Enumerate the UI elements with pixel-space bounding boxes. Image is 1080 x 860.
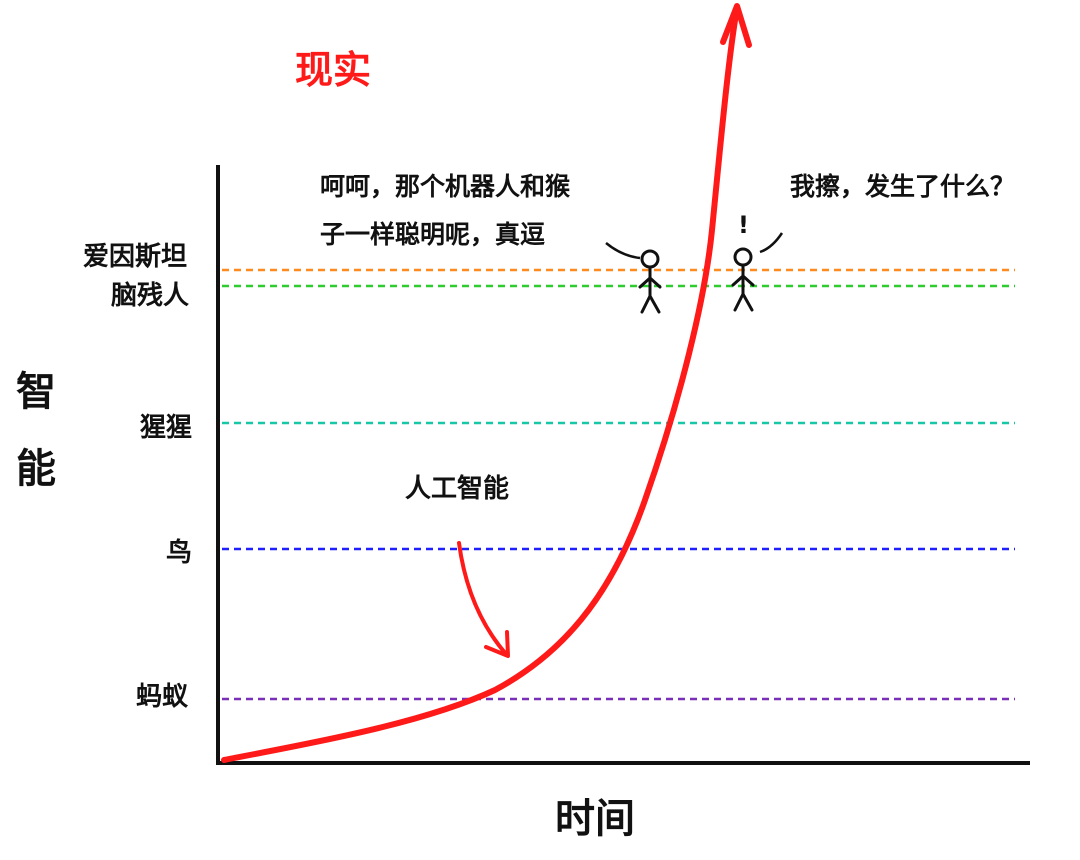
stick-figure-left-icon	[638, 249, 662, 314]
level-label-einstein: 爱因斯坦	[83, 242, 187, 272]
stick-figure-right-icon	[731, 247, 755, 312]
left-speech-line-2: 子一样聪明呢，真逗	[320, 220, 545, 249]
level-label-chimp: 猩猩	[139, 413, 192, 443]
right-speech-line: 我擦，发生了什么？	[790, 172, 1015, 201]
ai-label: 人工智能	[405, 473, 509, 504]
level-label-bird: 鸟	[166, 537, 192, 568]
level-labels: 爱因斯坦 脑残人 猩猩 鸟 蚂蚁	[83, 242, 192, 712]
level-label-ant: 蚂蚁	[136, 682, 189, 712]
exclaim-mark: !	[738, 211, 749, 239]
left-speech-line-1: 呵呵，那个机器人和猴	[320, 172, 571, 201]
axes	[216, 165, 1030, 765]
left-speech-pointer	[605, 242, 641, 260]
y-axis-label-char-2: 能	[16, 446, 56, 492]
ai-curve	[221, 3, 752, 763]
y-axis-label-char-1: 智	[16, 369, 56, 415]
right-speech-pointer	[759, 232, 784, 254]
ai-curve-arrowhead	[720, 3, 752, 48]
level-lines	[222, 268, 1015, 701]
diagram-title: 现实	[295, 48, 371, 92]
ai-label-arrow	[457, 541, 510, 658]
level-label-dumb-human: 脑残人	[111, 281, 189, 311]
ai-curve-line	[221, 5, 740, 763]
x-axis-label: 时间	[555, 796, 635, 842]
